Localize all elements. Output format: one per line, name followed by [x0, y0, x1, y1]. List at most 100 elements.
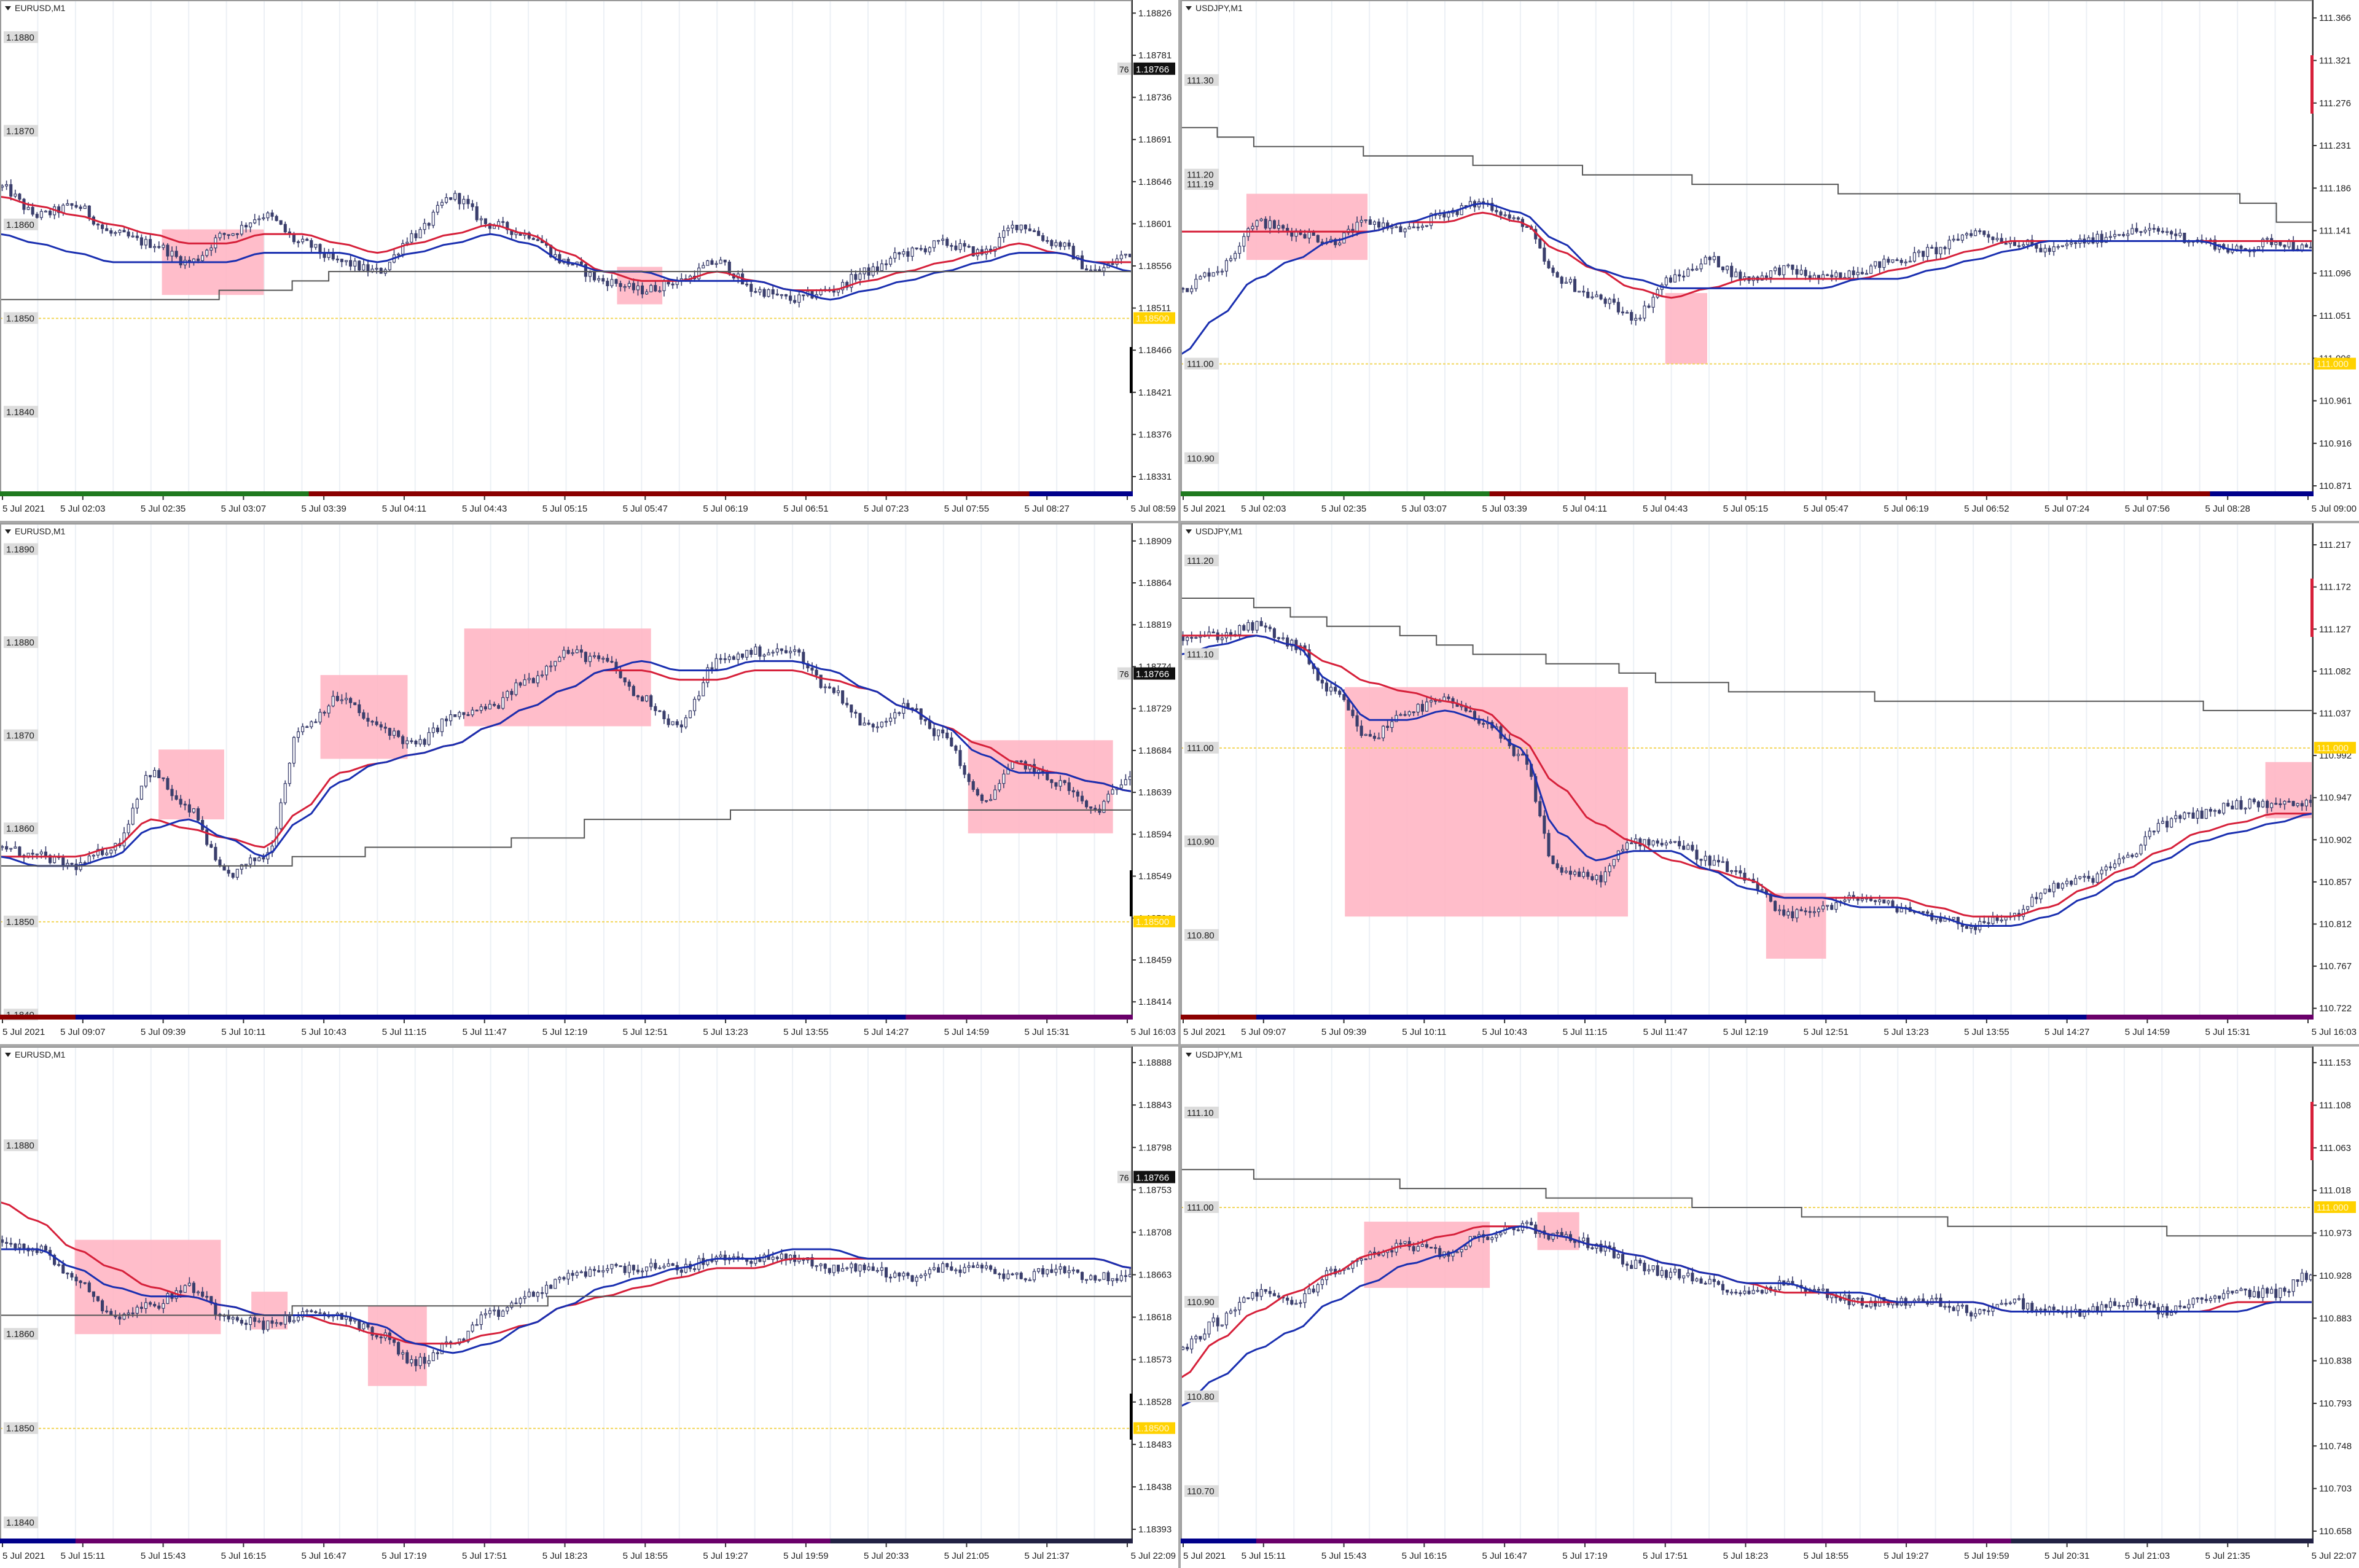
candle-body	[1678, 841, 1681, 846]
candle-body	[684, 1263, 687, 1273]
candle-body	[1586, 872, 1590, 877]
candle-body	[227, 1315, 230, 1320]
time-axis-label: 5 Jul 11:47	[463, 1027, 507, 1037]
candle-body	[1359, 220, 1363, 223]
candle-body	[601, 658, 605, 660]
candle-body	[623, 1266, 627, 1273]
candle-body	[1608, 865, 1611, 873]
candle-body	[571, 1273, 574, 1276]
candle-body	[2017, 245, 2021, 248]
price-axis-label: 110.871	[2319, 481, 2352, 491]
candle-body	[610, 661, 614, 663]
session-segment	[1784, 1015, 1861, 1020]
candle-body	[492, 704, 496, 706]
candle-body	[836, 690, 840, 693]
candle-body	[1019, 224, 1023, 230]
session-segment	[981, 1539, 1058, 1543]
candle-body	[937, 1267, 941, 1273]
candle-body	[1830, 275, 1834, 278]
dropdown-triangle-icon[interactable]	[1186, 529, 1192, 534]
time-axis-label: 5 Jul 15:43	[1321, 1551, 1366, 1561]
dropdown-triangle-icon[interactable]	[5, 1053, 11, 1057]
chart-panel-5[interactable]: EURUSD,M11.18801.18601.18501.18401.18888…	[0, 1047, 1178, 1568]
candle-body	[1499, 211, 1503, 216]
chart-panel-2[interactable]: USDJPY,M1111.30111.20111.19111.00110.901…	[1180, 0, 2359, 521]
candle-body	[301, 1311, 305, 1317]
candle-body	[1778, 1280, 1782, 1290]
candle-body	[1194, 637, 1198, 639]
candle-body	[836, 1265, 840, 1272]
candle-body	[1799, 270, 1803, 275]
chart-panel-3[interactable]: EURUSD,M11.18901.18801.18701.18601.18501…	[0, 523, 1178, 1044]
candle-body	[1716, 255, 1720, 268]
horizontal-separator[interactable]	[0, 1044, 2359, 1047]
candle-body	[335, 259, 339, 260]
vertical-separator[interactable]	[1178, 0, 1181, 1568]
candle-body	[593, 1269, 597, 1271]
session-segment	[528, 1015, 604, 1020]
horizontal-separator[interactable]	[0, 521, 2359, 523]
candle-body	[1128, 1274, 1132, 1277]
session-segment	[302, 1015, 378, 1020]
candle-body	[771, 652, 775, 653]
candle-body	[270, 1320, 274, 1324]
candle-body	[231, 1317, 235, 1320]
left-price-label-bg	[1184, 1391, 1219, 1403]
candle-body	[1808, 911, 1812, 913]
candle-body	[536, 1292, 539, 1297]
candle-body	[2035, 244, 2038, 249]
candle-body	[2095, 873, 2099, 883]
candle-body	[2231, 805, 2234, 809]
candle-body	[1991, 916, 1995, 924]
dropdown-triangle-icon[interactable]	[5, 6, 11, 10]
candle-body	[379, 1336, 383, 1338]
candle-body	[1085, 1279, 1089, 1281]
candle-body	[418, 229, 422, 238]
candle-body	[2256, 802, 2260, 808]
dropdown-triangle-icon[interactable]	[5, 529, 11, 534]
candle-body	[710, 667, 714, 669]
candle-body	[218, 859, 222, 867]
left-price-label-bg	[4, 915, 38, 927]
candle-body	[1795, 909, 1799, 919]
chart-panel-6[interactable]: USDJPY,M1111.10111.00110.90110.80110.701…	[1180, 1047, 2359, 1568]
candle-body	[479, 218, 483, 220]
candle-body	[1987, 234, 1990, 238]
chart-panel-4[interactable]: USDJPY,M1111.20111.10111.00110.90110.801…	[1180, 523, 2359, 1044]
candle-body	[2165, 231, 2169, 233]
left-price-label: 1.1860	[6, 1329, 34, 1340]
candle-body	[139, 237, 143, 246]
candle-body	[863, 267, 866, 275]
candle-body	[841, 282, 845, 291]
candle-body	[1817, 908, 1821, 913]
candle-body	[471, 203, 474, 208]
candle-body	[1673, 1268, 1677, 1273]
dropdown-triangle-icon[interactable]	[1186, 1053, 1192, 1057]
candle-body	[780, 648, 783, 651]
candle-body	[327, 253, 331, 258]
candle-body	[2126, 233, 2130, 236]
dropdown-triangle-icon[interactable]	[1186, 6, 1192, 10]
candle-body	[1804, 910, 1807, 913]
time-axis-label: 5 Jul 10:43	[1482, 1027, 1527, 1037]
ask-tag-value: 1.18500	[1136, 1424, 1169, 1434]
candle-body	[1281, 225, 1285, 229]
candle-body	[2113, 1301, 2117, 1306]
candle-body	[2148, 228, 2151, 231]
candle-body	[1403, 1241, 1407, 1244]
candle-body	[305, 238, 309, 241]
candle-body	[1076, 1270, 1079, 1273]
price-tag-left: 76	[1119, 669, 1129, 679]
candle-body	[2030, 897, 2034, 907]
candle-body	[810, 667, 814, 671]
candle-body	[2231, 1290, 2234, 1293]
price-axis-label: 1.18781	[1138, 50, 1172, 61]
time-axis-label: 5 Jul 19:59	[1964, 1551, 2009, 1561]
price-axis-label: 111.141	[2319, 226, 2351, 236]
candle-body	[2022, 244, 2025, 247]
chart-panel-1[interactable]: EURUSD,M11.18801.18701.18601.18501.18401…	[0, 0, 1178, 521]
candle-body	[1495, 209, 1498, 213]
candle-body	[1599, 294, 1603, 300]
candle-body	[35, 853, 39, 856]
candle-body	[1199, 276, 1202, 280]
